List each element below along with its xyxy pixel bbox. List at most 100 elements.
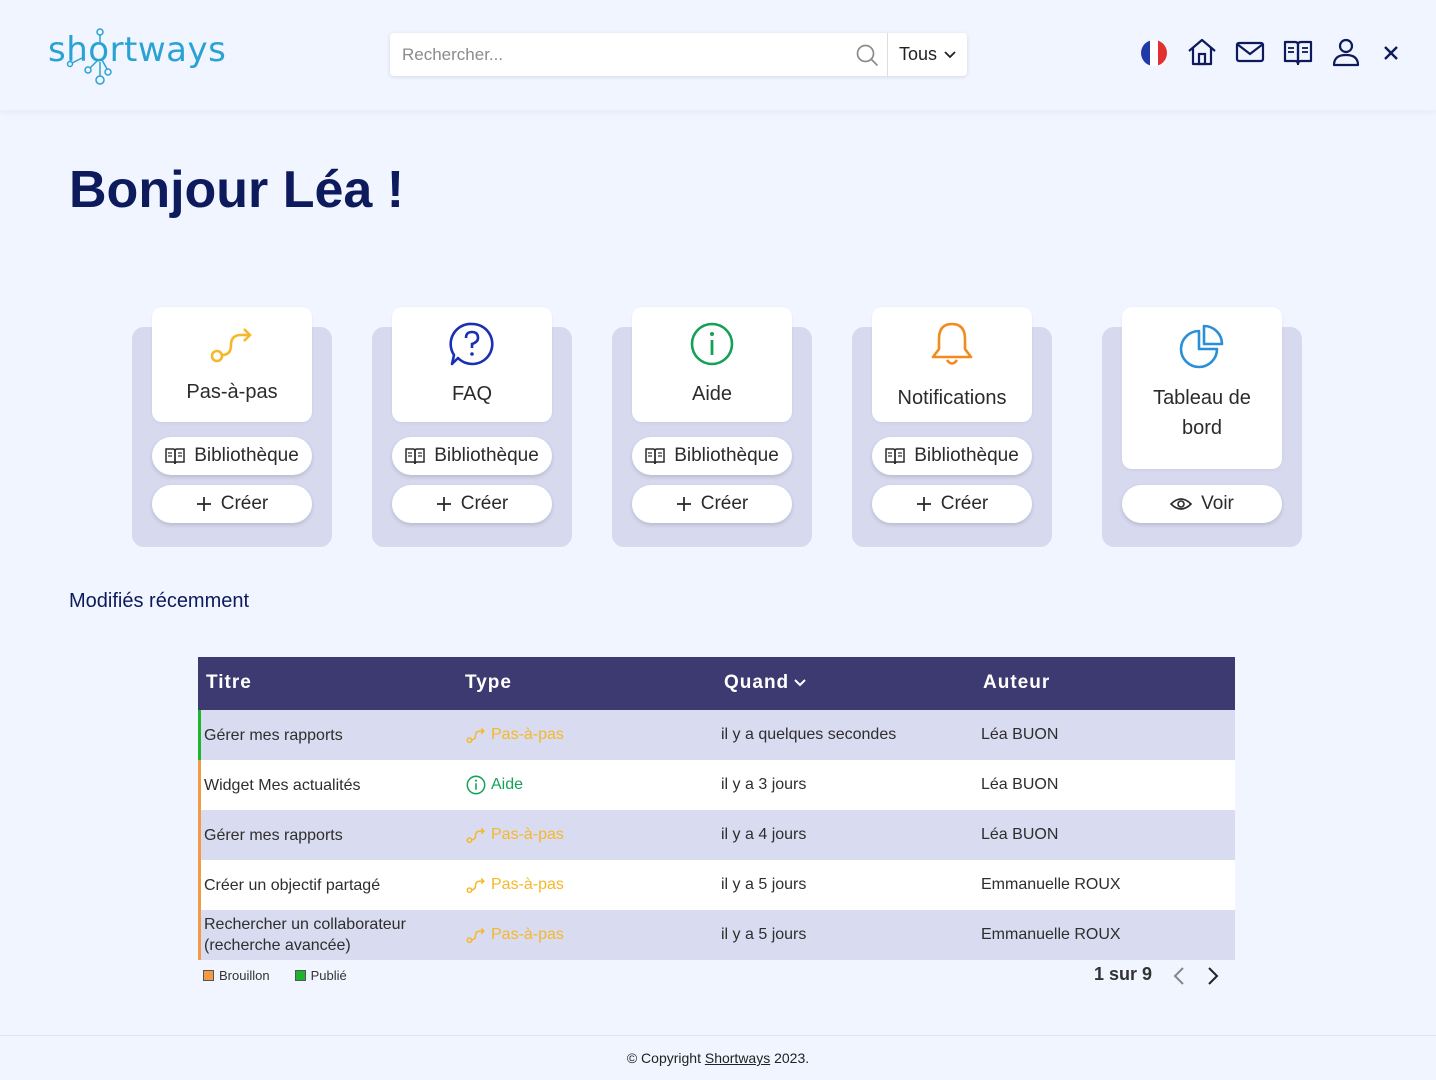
card-dashboard-header[interactable]: Tableau de bord (1122, 307, 1282, 469)
search-bar: Tous (390, 33, 967, 76)
view-button[interactable]: Voir (1122, 485, 1282, 523)
row-title: Gérer mes rapports (204, 826, 343, 844)
row-type: Pas-à-pas (466, 710, 564, 760)
card-aide-header[interactable]: Aide (632, 307, 792, 422)
card-title: FAQ (451, 383, 492, 405)
published-legend-label: Publié (310, 968, 347, 983)
logo-text: shortways (48, 30, 227, 70)
create-label: Créer (940, 493, 989, 514)
search-icon[interactable] (855, 43, 879, 67)
column-header-quand[interactable]: Quand (724, 672, 807, 694)
draft-legend-label: Brouillon (219, 968, 270, 983)
flag-fr-icon[interactable] (1140, 39, 1168, 67)
view-label: Voir (1201, 493, 1234, 514)
book-icon[interactable] (1282, 36, 1314, 68)
create-button[interactable]: Créer (392, 485, 552, 523)
search-scope-select[interactable]: Tous (899, 33, 957, 76)
row-author: Léa BUON (981, 776, 1059, 793)
column-header-titre[interactable]: Titre (206, 672, 252, 693)
card-title-line-2: bord (1181, 417, 1223, 439)
library-button[interactable]: Bibliothèque (392, 437, 552, 475)
draft-swatch (203, 970, 214, 981)
library-label: Bibliothèque (674, 445, 779, 466)
chevron-down-icon (944, 50, 956, 58)
eye-icon (1170, 498, 1193, 510)
library-label: Bibliothèque (194, 445, 299, 466)
search-divider (887, 33, 888, 76)
create-button[interactable]: Créer (152, 485, 312, 523)
shortways-logo[interactable]: shortways (48, 22, 226, 86)
pagination: 1 sur 9 (1094, 964, 1219, 988)
table-row[interactable]: Créer un objectif partagé Pas-à-pas il y… (198, 860, 1235, 910)
row-type-label: Pas-à-pas (491, 826, 564, 843)
row-author: Léa BUON (981, 726, 1059, 743)
library-button[interactable]: Bibliothèque (632, 437, 792, 475)
library-label: Bibliothèque (914, 445, 1019, 466)
logo-graphic (66, 28, 112, 85)
plus-icon (436, 497, 451, 511)
recent-table: Titre Type Quand Auteur Gérer mes rappor… (198, 657, 1235, 960)
card-faq-header[interactable]: FAQ (392, 307, 552, 422)
table-row[interactable]: Widget Mes actualités Aide il y a 3 jour… (198, 760, 1235, 810)
search-input[interactable] (390, 33, 840, 76)
question-bubble-icon (449, 322, 494, 366)
route-icon (210, 328, 252, 363)
row-author: Léa BUON (981, 826, 1059, 843)
card-notifications-header[interactable]: Notifications (872, 307, 1032, 422)
info-icon (466, 775, 486, 795)
home-icon[interactable] (1186, 36, 1218, 68)
row-type: Pas-à-pas (466, 810, 564, 860)
top-bar: shortways Tous (0, 0, 1436, 110)
book-icon (645, 448, 665, 465)
row-type-label: Pas-à-pas (491, 726, 564, 743)
card-faq: FAQ Bibliothèque Créer (372, 307, 572, 547)
column-header-quand-label: Quand (724, 672, 790, 693)
user-icon[interactable] (1330, 36, 1362, 68)
mail-icon[interactable] (1234, 36, 1266, 68)
route-icon (466, 927, 485, 944)
plus-icon (676, 497, 691, 511)
sort-desc-icon (794, 679, 806, 687)
table-row[interactable]: Gérer mes rapports Pas-à-pas il y a quel… (198, 710, 1235, 760)
create-button[interactable]: Créer (632, 485, 792, 523)
row-when: il y a 5 jours (721, 876, 807, 893)
table-row[interactable]: Rechercher un collaborateur (recherche a… (198, 910, 1235, 960)
info-icon (690, 322, 734, 366)
book-icon (885, 448, 905, 465)
row-type-label: Aide (491, 776, 524, 793)
chevron-right-icon[interactable] (1206, 966, 1220, 986)
card-title-line-1: Tableau de (1153, 387, 1251, 409)
row-title: Rechercher un collaborateur (recherche a… (204, 916, 406, 954)
row-type-label: Pas-à-pas (491, 876, 564, 893)
row-author: Emmanuelle ROUX (981, 926, 1121, 943)
footer-link[interactable]: Shortways (704, 1050, 771, 1066)
row-when: il y a 3 jours (721, 776, 807, 793)
library-button[interactable]: Bibliothèque (152, 437, 312, 475)
create-label: Créer (700, 493, 749, 514)
page-title: Bonjour Léa ! (69, 161, 405, 219)
row-when: il y a 4 jours (721, 826, 807, 843)
footer-divider (0, 1035, 1436, 1036)
library-label: Bibliothèque (434, 445, 539, 466)
column-header-type[interactable]: Type (465, 672, 512, 693)
create-label: Créer (220, 493, 269, 514)
card-title: Pas-à-pas (186, 381, 278, 403)
route-icon (466, 877, 485, 894)
table-row[interactable]: Gérer mes rapports Pas-à-pas il y a 4 jo… (198, 810, 1235, 860)
row-type-label: Pas-à-pas (491, 926, 564, 943)
card-tableau-de-bord: Tableau de bord Voir (1102, 307, 1302, 547)
plus-icon (916, 497, 931, 511)
library-button[interactable]: Bibliothèque (872, 437, 1032, 475)
card-pas-a-pas-header[interactable]: Pas-à-pas (152, 307, 312, 422)
create-label: Créer (460, 493, 509, 514)
row-type: Pas-à-pas (466, 860, 564, 910)
pie-chart-icon (1179, 324, 1224, 369)
chevron-left-icon[interactable] (1172, 966, 1186, 986)
recent-section-title: Modifiés récemment (69, 590, 250, 612)
column-header-auteur[interactable]: Auteur (983, 672, 1051, 693)
close-icon[interactable] (1380, 42, 1402, 64)
route-icon (466, 727, 485, 744)
create-button[interactable]: Créer (872, 485, 1032, 523)
search-scope-value: Tous (899, 44, 938, 64)
row-title: Widget Mes actualités (204, 776, 361, 794)
